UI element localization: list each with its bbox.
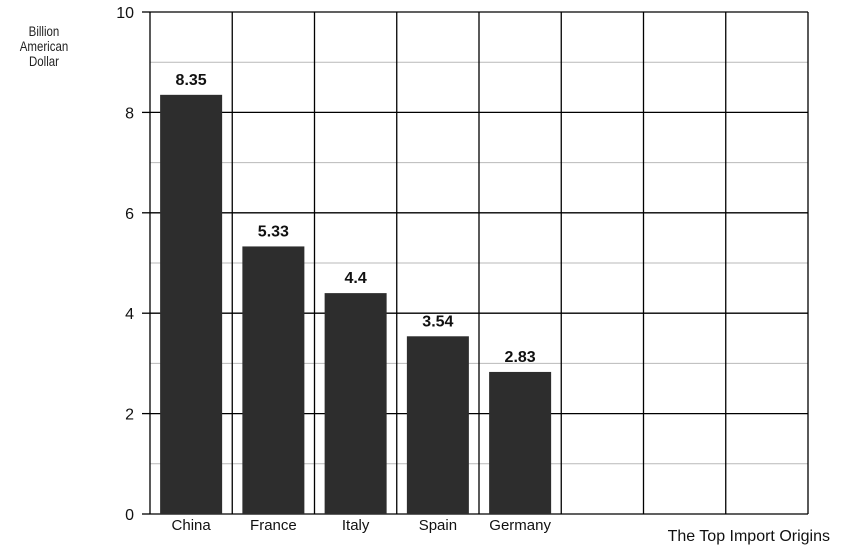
data-label-italy: 4.4: [345, 270, 367, 287]
x-tick-label-germany: Germany: [489, 517, 551, 534]
y-axis-label-line-2: American: [19, 38, 69, 54]
x-axis-label: The Top Import Origins: [668, 528, 830, 545]
y-axis-label: Billion American Dollar: [11, 24, 77, 69]
y-tick-label: 8: [125, 105, 134, 122]
x-tick-label-france: France: [250, 517, 297, 534]
y-axis-ticks: 0 2 4 6 8 10: [116, 5, 134, 524]
grid-lines: [142, 11, 809, 515]
bar-italy: [324, 293, 387, 514]
data-label-china: 8.35: [176, 72, 207, 89]
bar-germany: [489, 371, 552, 514]
y-tick-label: 6: [125, 206, 134, 223]
bar-china: [160, 94, 223, 514]
y-axis-label-line-3: Dollar: [28, 53, 59, 69]
data-label-france: 5.33: [258, 223, 289, 240]
y-axis-label-line-1: Billion: [28, 23, 60, 39]
x-tick-label-spain: Spain: [419, 517, 457, 534]
data-label-germany: 2.83: [505, 349, 536, 366]
bar-france: [242, 246, 305, 514]
x-axis-ticks: China France Italy Spain Germany: [172, 517, 552, 534]
data-labels: 8.35 5.33 4.4 3.54 2.83: [176, 72, 536, 366]
bars: [160, 94, 552, 514]
x-tick-label-china: China: [172, 517, 212, 534]
x-tick-label-italy: Italy: [342, 517, 370, 534]
bar-spain: [406, 336, 469, 514]
y-tick-label: 10: [116, 5, 134, 22]
y-tick-label: 2: [125, 407, 134, 424]
data-label-spain: 3.54: [422, 313, 453, 330]
y-tick-label: 0: [125, 507, 134, 524]
y-tick-label: 4: [125, 306, 134, 323]
